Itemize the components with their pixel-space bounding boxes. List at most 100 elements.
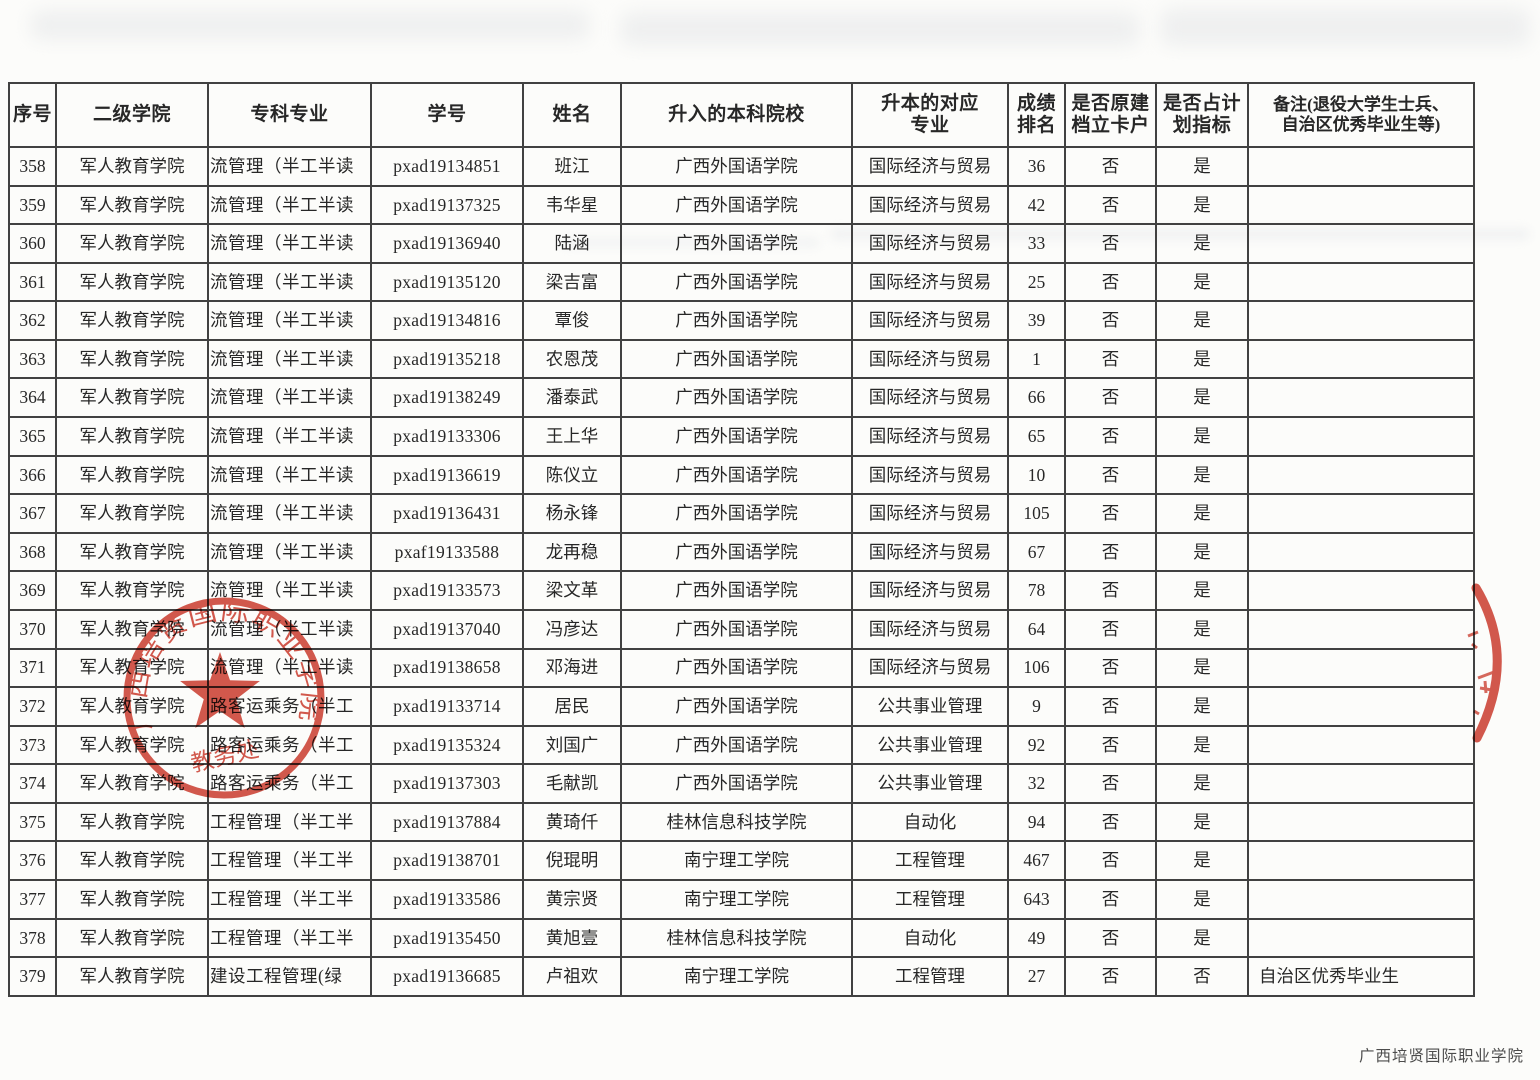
poverty-household-flag: 否: [1064, 956, 1157, 997]
target-major: 国际经济与贸易: [851, 416, 1009, 457]
serial-number: 358: [8, 146, 57, 187]
remark: [1247, 724, 1475, 766]
remark: [1247, 801, 1475, 843]
admitted-university: 南宁理工学院: [620, 878, 853, 920]
poverty-household-flag: 否: [1064, 840, 1157, 881]
col-header-student-name: 姓名: [522, 82, 622, 148]
student-name: 刘国广: [522, 724, 622, 766]
score-rank: 94: [1007, 801, 1066, 843]
target-major: 国际经济与贸易: [851, 377, 1009, 419]
associate-major: 流管理（半工半读: [207, 184, 372, 226]
serial-number: 373: [8, 724, 57, 766]
admitted-university: 广西外国语学院: [620, 146, 853, 187]
table-row: 365 军人教育学院 流管理（半工半读 pxad19133306 王上华 广西外国语学院国…: [8, 416, 1475, 457]
poverty-household-flag: 否: [1064, 647, 1157, 689]
student-id: pxad19133573: [370, 570, 524, 611]
serial-number: 375: [8, 801, 57, 843]
target-major: 国际经济与贸易: [851, 608, 1009, 650]
quota-flag: 是: [1155, 647, 1249, 689]
student-name: 梁吉富: [522, 261, 622, 303]
seal-star-icon: [180, 652, 260, 728]
admitted-university: 广西外国语学院: [620, 300, 853, 341]
quota-flag: 是: [1155, 878, 1249, 920]
associate-major: 路客运乘务（半工: [207, 724, 372, 766]
student-id: pxad19133586: [370, 878, 524, 920]
associate-major: 工程管理（半工半: [207, 917, 372, 959]
quota-flag: 是: [1155, 840, 1249, 881]
secondary-college: 军人教育学院: [55, 223, 209, 264]
secondary-college: 军人教育学院: [55, 184, 209, 226]
remark: [1247, 570, 1475, 611]
remark: [1247, 146, 1475, 187]
student-name: 冯彦达: [522, 608, 622, 650]
secondary-college: 军人教育学院: [55, 454, 209, 496]
admitted-university: 广西外国语学院: [620, 647, 853, 689]
scan-artifact-top-left: [30, 10, 590, 40]
poverty-household-flag: 否: [1064, 570, 1157, 611]
col-header-score-rank: 成绩 排名: [1007, 82, 1066, 148]
admitted-university: 广西外国语学院: [620, 454, 853, 496]
header-row: 序号 二级学院 专科专业 学号 姓名 升入的本科院校 升本的对应 专业 成绩 排名 是否原建 档…: [8, 82, 1475, 148]
quota-flag: 是: [1155, 184, 1249, 226]
table-row: 378 军人教育学院 工程管理（半工半 pxad19135450 黄旭壹 桂林信息科技学院…: [8, 917, 1475, 959]
quota-flag: 是: [1155, 300, 1249, 341]
remark: 自治区优秀毕业生: [1247, 956, 1475, 997]
poverty-household-flag: 否: [1064, 416, 1157, 457]
remark: [1247, 184, 1475, 226]
poverty-household-flag: 否: [1064, 377, 1157, 419]
quota-flag: 是: [1155, 608, 1249, 650]
student-id: pxad19137040: [370, 608, 524, 650]
secondary-college: 军人教育学院: [55, 261, 209, 303]
score-rank: 92: [1007, 724, 1066, 766]
remark: [1247, 416, 1475, 457]
target-major: 国际经济与贸易: [851, 261, 1009, 303]
serial-number: 368: [8, 531, 57, 573]
table-row: 361 军人教育学院 流管理（半工半读 pxad19135120 梁吉富 广西外国语学院国…: [8, 261, 1475, 303]
admitted-university: 广西外国语学院: [620, 338, 853, 380]
table-row: 379 军人教育学院 建设工程管理(绿 pxad19136685 卢祖欢 南宁理工学院 工程…: [8, 956, 1475, 997]
student-id: pxad19136940: [370, 223, 524, 264]
table-row: 374 军人教育学院 路客运乘务（半工 pxad19137303 毛献凯 广西外国语学院公…: [8, 763, 1475, 804]
student-id: pxad19137884: [370, 801, 524, 843]
col-header-poverty-household-flag: 是否原建 档立卡户: [1064, 82, 1157, 148]
remark: [1247, 917, 1475, 959]
table-row: 360 军人教育学院 流管理（半工半读 pxad19136940 陆涵 广西外国语学院 国际…: [8, 223, 1475, 264]
serial-number: 364: [8, 377, 57, 419]
admitted-university: 南宁理工学院: [620, 840, 853, 881]
remark: [1247, 261, 1475, 303]
admitted-university: 广西外国语学院: [620, 416, 853, 457]
table-row: 375 军人教育学院 工程管理（半工半 pxad19137884 黄琦仟 桂林信息科技学院…: [8, 801, 1475, 843]
associate-major: 流管理（半工半读: [207, 493, 372, 534]
quota-flag: 是: [1155, 338, 1249, 380]
associate-major: 流管理（半工半读: [207, 454, 372, 496]
score-rank: 10: [1007, 454, 1066, 496]
target-major: 公共事业管理: [851, 686, 1009, 727]
col-header-associate-major: 专科专业: [207, 82, 372, 148]
student-id: pxad19138701: [370, 840, 524, 881]
serial-number: 370: [8, 608, 57, 650]
associate-major: 流管理（半工半读: [207, 300, 372, 341]
student-name: 毛献凯: [522, 763, 622, 804]
associate-major: 建设工程管理(绿: [207, 956, 372, 997]
poverty-household-flag: 否: [1064, 686, 1157, 727]
student-name: 龙再稳: [522, 531, 622, 573]
partial-seal-arc: [1471, 583, 1502, 743]
quota-flag: 是: [1155, 531, 1249, 573]
associate-major: 流管理（半工半读: [207, 261, 372, 303]
admitted-university: 广西外国语学院: [620, 686, 853, 727]
score-rank: 36: [1007, 146, 1066, 187]
serial-number: 379: [8, 956, 57, 997]
admitted-university: 桂林信息科技学院: [620, 917, 853, 959]
secondary-college: 军人教育学院: [55, 956, 209, 997]
official-seal-stamp: 广西培贤国际职业学院 教务处: [122, 596, 325, 799]
score-rank: 78: [1007, 570, 1066, 611]
remark: [1247, 763, 1475, 804]
student-id: pxad19133306: [370, 416, 524, 457]
score-rank: 33: [1007, 223, 1066, 264]
score-rank: 27: [1007, 956, 1066, 997]
secondary-college: 军人教育学院: [55, 493, 209, 534]
student-name: 邓海进: [522, 647, 622, 689]
student-name: 班江: [522, 146, 622, 187]
table-row: 367 军人教育学院 流管理（半工半读 pxad19136431 杨永锋 广西外国语学院国…: [8, 493, 1475, 534]
student-id: pxad19138249: [370, 377, 524, 419]
